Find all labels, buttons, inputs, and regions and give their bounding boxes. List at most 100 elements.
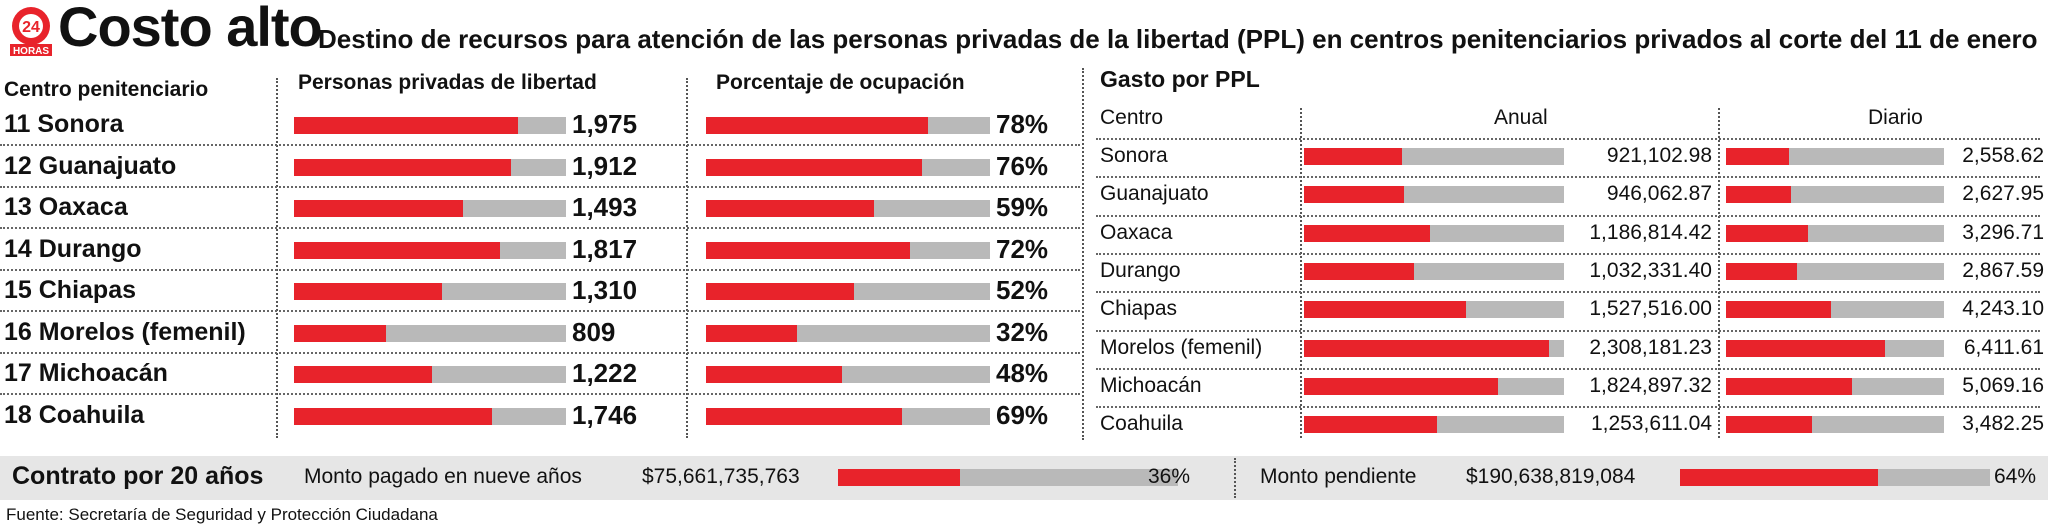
ppl-value: 1,975 xyxy=(572,109,638,139)
ppl-bar-fill xyxy=(294,200,464,217)
center-label: 15 Chiapas xyxy=(4,276,137,304)
paid-amount: $75,661,735,763 xyxy=(642,465,800,488)
gasto-center-label: Guanajuato xyxy=(1100,182,1209,206)
ppl-value: 809 xyxy=(572,316,616,347)
diario-value: 6,411.61 xyxy=(1963,335,2044,359)
gasto-center-label: Oaxaca xyxy=(1100,220,1173,244)
pending-bar-fill xyxy=(1680,469,1879,486)
ppl-value: 1,493 xyxy=(572,192,638,222)
anual-bar xyxy=(1304,186,1564,204)
center-label: 13 Oaxaca xyxy=(4,193,128,221)
diario-value: 4,243.10 xyxy=(1962,297,2044,321)
pending-amount: $190,638,819,084 xyxy=(1466,465,1636,488)
ppl-column-header: Personas privadas de libertad xyxy=(298,71,597,94)
pending-bar xyxy=(1680,469,1990,486)
paid-bar xyxy=(838,469,1178,486)
occupancy-bar xyxy=(706,283,990,300)
occupancy-value: 59% xyxy=(996,192,1049,222)
ppl-bar-fill xyxy=(294,158,511,176)
ppl-bar xyxy=(294,283,566,300)
anual-bar-fill xyxy=(1304,301,1467,319)
anual-bar-fill xyxy=(1304,148,1402,165)
occupancy-bar xyxy=(706,324,990,342)
ppl-value: 1,817 xyxy=(572,233,638,264)
diario-bar xyxy=(1726,224,1944,242)
center-label: 12 Guanajuato xyxy=(4,151,177,180)
anual-value: 1,253,611.04 xyxy=(1590,412,1712,436)
pending-percent: 64% xyxy=(1994,465,2037,488)
diario-value: 3,482.25 xyxy=(1962,412,2044,436)
occupancy-value: 52% xyxy=(996,275,1049,305)
page-subtitle: Destino de recursos para atención de las… xyxy=(318,24,2038,54)
row-separator xyxy=(1096,252,2040,255)
row-separator xyxy=(0,351,1080,354)
occupancy-bar xyxy=(706,407,990,425)
diario-bar-fill xyxy=(1726,301,1832,319)
diario-bar xyxy=(1726,339,1944,357)
occupancy-value: 76% xyxy=(996,150,1049,181)
occupancy-bar xyxy=(706,366,990,383)
diario-value: 3,296.71 xyxy=(1962,220,2044,244)
center-label: 11 Sonora xyxy=(4,110,124,138)
diario-bar xyxy=(1726,262,1944,280)
occupancy-bar-fill xyxy=(706,407,902,425)
row-separator xyxy=(1096,176,2040,179)
anual-bar-fill xyxy=(1304,416,1438,434)
occupancy-bar-fill xyxy=(706,117,928,134)
center-label: 18 Coahuila xyxy=(4,400,145,429)
ppl-bar-fill xyxy=(294,366,433,383)
source-note: Fuente: Secretaría de Seguridad y Protec… xyxy=(6,505,438,524)
occupancy-value: 78% xyxy=(996,109,1049,139)
ppl-bar xyxy=(294,117,566,134)
anual-bar-fill xyxy=(1304,262,1414,280)
ppl-bar-fill xyxy=(294,241,500,259)
section-divider xyxy=(1082,68,1084,440)
diario-value: 2,558.62 xyxy=(1962,144,2044,167)
occupancy-bar xyxy=(706,117,990,134)
gasto-center-label: Morelos (femenil) xyxy=(1100,335,1263,359)
occupancy-bar-fill xyxy=(706,366,843,383)
center-column-header: Centro penitenciario xyxy=(4,78,209,101)
anual-bar-fill xyxy=(1304,377,1498,395)
gasto-center-header: Centro xyxy=(1100,106,1164,129)
anual-value: 1,824,897.32 xyxy=(1589,373,1712,397)
occupancy-bar-fill xyxy=(706,241,911,259)
band-divider xyxy=(1234,458,1236,498)
row-separator xyxy=(1096,214,2040,217)
gasto-title: Gasto por PPL xyxy=(1100,66,1260,92)
occupancy-value: 48% xyxy=(996,358,1049,388)
gasto-center-label: Michoacán xyxy=(1100,373,1202,397)
ppl-bar-fill xyxy=(294,407,492,425)
gasto-center-label: Durango xyxy=(1100,258,1181,282)
diario-value: 2,627.95 xyxy=(1962,182,2044,206)
anual-bar-fill xyxy=(1304,186,1405,204)
anual-value: 1,527,516.00 xyxy=(1589,297,1712,321)
diario-bar-fill xyxy=(1726,186,1792,204)
gasto-center-label: Chiapas xyxy=(1100,297,1178,321)
ppl-bar-fill xyxy=(294,324,386,342)
anual-value: 2,308,181.23 xyxy=(1589,335,1712,359)
anual-header: Anual xyxy=(1494,106,1548,129)
diario-bar-fill xyxy=(1726,262,1798,280)
ppl-bar xyxy=(294,158,566,176)
row-separator xyxy=(0,185,1080,188)
diario-bar-fill xyxy=(1726,224,1808,242)
occupancy-bar-fill xyxy=(706,283,854,300)
occupancy-bar xyxy=(706,241,990,259)
anual-bar xyxy=(1304,339,1564,357)
occupancy-value: 32% xyxy=(996,316,1049,347)
ppl-value: 1,222 xyxy=(572,358,638,388)
row-separator xyxy=(0,393,1080,395)
anual-bar xyxy=(1304,377,1564,395)
diario-bar-fill xyxy=(1726,377,1852,395)
diario-bar xyxy=(1726,148,1944,165)
brand-logo: HORAS 24 xyxy=(4,4,58,58)
ppl-value: 1,746 xyxy=(572,399,638,430)
row-separator xyxy=(0,310,1080,312)
pending-label: Monto pendiente xyxy=(1260,465,1417,488)
center-label: 16 Morelos (femenil) xyxy=(4,317,246,346)
anual-bar xyxy=(1304,416,1564,434)
diario-bar-fill xyxy=(1726,148,1790,165)
contract-title: Contrato por 20 años xyxy=(12,462,264,490)
diario-value: 2,867.59 xyxy=(1962,258,2044,282)
